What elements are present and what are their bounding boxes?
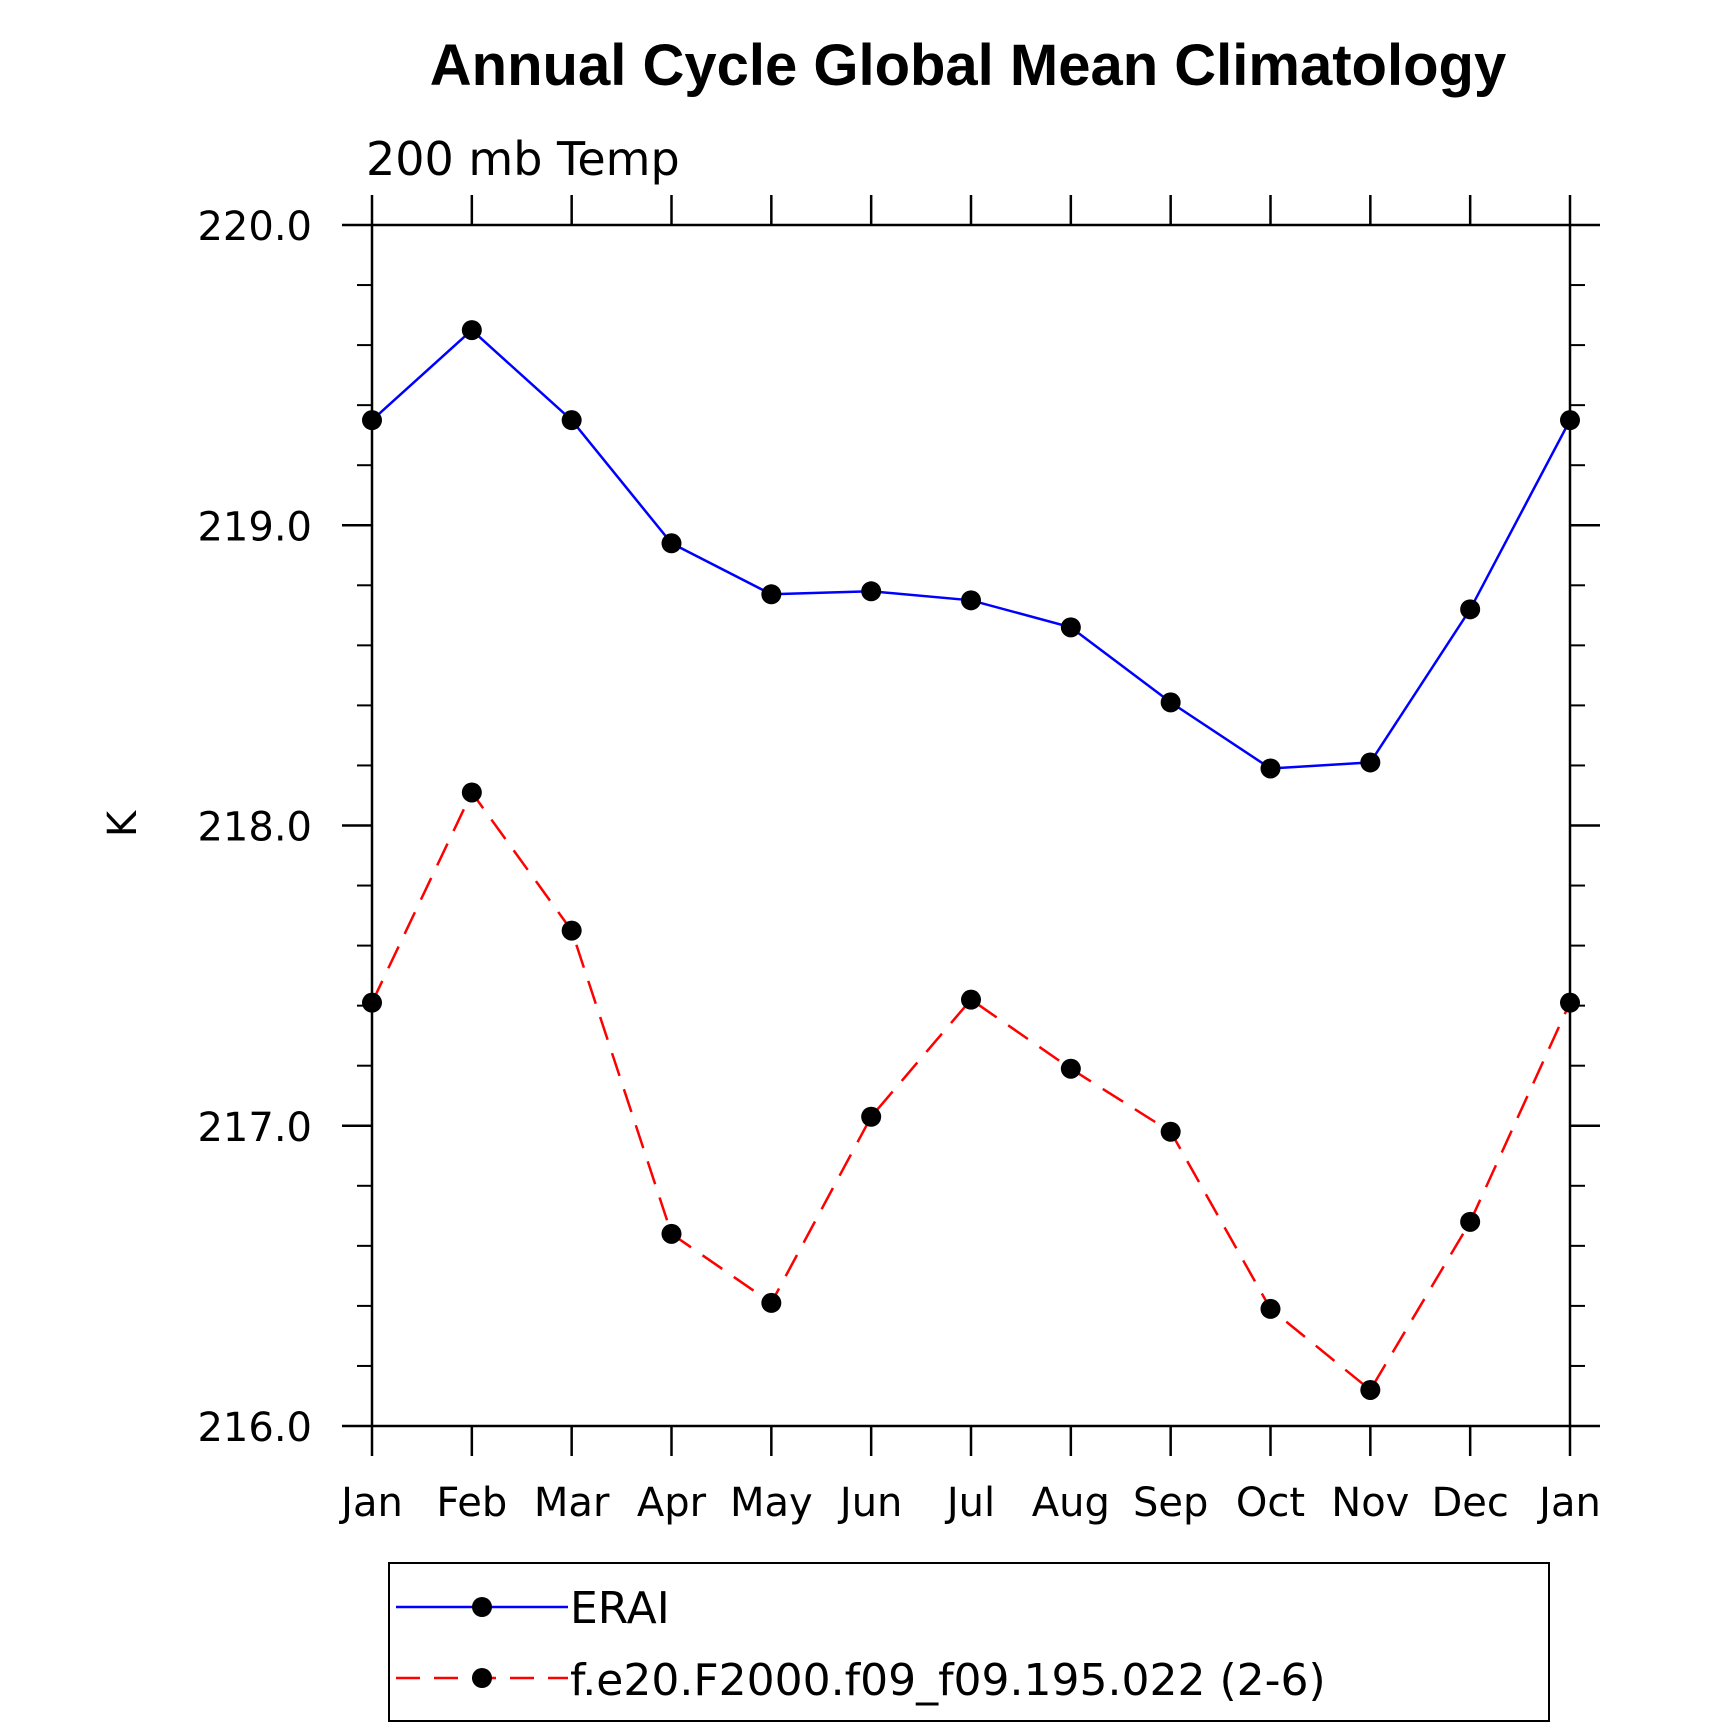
data-point (561, 920, 582, 941)
legend-marker-model (472, 1668, 492, 1688)
x-tick-label: Mar (534, 1480, 610, 1526)
data-point (1260, 1298, 1281, 1319)
data-point (1260, 758, 1281, 779)
x-tick-label: Jul (944, 1480, 995, 1526)
data-point (362, 410, 382, 431)
y-axis-label: K (100, 809, 146, 837)
data-point (1160, 692, 1181, 713)
plot-frame (370, 223, 1572, 1428)
data-point (461, 320, 482, 341)
data-point (861, 1106, 882, 1127)
data-point (661, 533, 682, 554)
series-line (370, 790, 1572, 1392)
x-tick-label: Sep (1133, 1480, 1208, 1526)
data-point (1360, 752, 1381, 773)
x-tick-label: Aug (1032, 1480, 1110, 1526)
x-tick-label: Feb (436, 1480, 507, 1526)
x-tick-label: Jun (837, 1480, 903, 1526)
series-0 (362, 320, 1580, 779)
x-tick-labels: Jan Feb Mar Apr May Jun Jul Aug Sep Oct Nov Dec Jan (338, 1480, 1601, 1526)
data-point (1460, 1211, 1481, 1232)
y-tick-label: 217.0 (197, 1105, 312, 1151)
data-point (961, 590, 981, 611)
x-tick-label: Apr (637, 1480, 707, 1526)
x-tick-label: Nov (1331, 1480, 1409, 1526)
data-point (1060, 1058, 1081, 1079)
legend-label-erai: ERAI (570, 1583, 670, 1634)
chart-title: Annual Cycle Global Mean Climatology (430, 33, 1506, 98)
data-point (1460, 599, 1481, 620)
series-line (371, 328, 1572, 770)
legend-box (388, 1562, 1550, 1722)
data-point (1160, 1121, 1181, 1142)
x-tick-label: May (730, 1480, 813, 1526)
legend-label-model: f.e20.F2000.f09_f09.195.022 (2-6) (570, 1655, 1326, 1706)
data-point (961, 989, 981, 1010)
x-tick-label: Jan (338, 1480, 403, 1526)
data-point (861, 581, 882, 602)
y-tick-label: 220.0 (197, 204, 312, 250)
y-tick-label: 219.0 (197, 504, 312, 550)
series-layer (362, 320, 1580, 1400)
data-point (362, 992, 382, 1013)
data-point (761, 1292, 782, 1313)
data-point (461, 782, 482, 803)
data-point (561, 410, 582, 431)
y-tick-labels: 216.0 217.0 218.0 219.0 220.0 (197, 204, 312, 1451)
data-point (1060, 617, 1081, 638)
chart-subtitle: 200 mb Temp (366, 132, 680, 186)
series-1 (362, 782, 1580, 1400)
data-point (1560, 992, 1580, 1013)
legend: ERAI f.e20.F2000.f09_f09.195.022 (2-6) (388, 1562, 1550, 1722)
y-tick-label: 216.0 (197, 1405, 312, 1451)
legend-marker-erai (472, 1597, 492, 1617)
plot-axes (342, 195, 1600, 1456)
x-tick-label: Dec (1431, 1480, 1508, 1526)
x-tick-label: Jan (1536, 1480, 1601, 1526)
data-point (1560, 410, 1580, 431)
x-tick-label: Oct (1236, 1480, 1305, 1526)
data-point (761, 584, 782, 605)
data-point (1360, 1379, 1381, 1400)
y-tick-label: 218.0 (197, 805, 312, 851)
data-point (661, 1223, 682, 1244)
